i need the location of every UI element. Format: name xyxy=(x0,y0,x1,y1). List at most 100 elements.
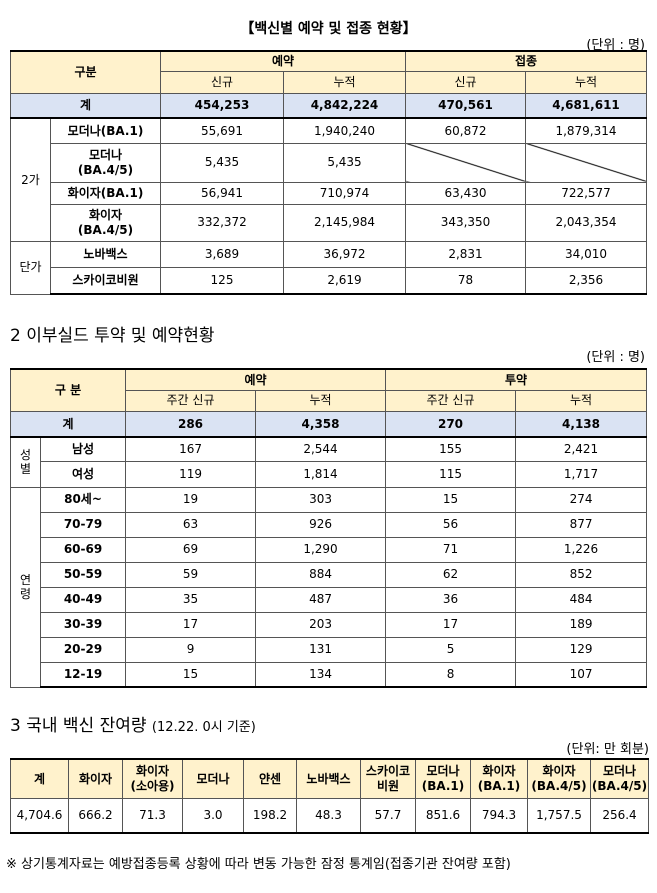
value-cell: 1,814 xyxy=(255,460,387,488)
data-row: 50-59 59 884 62 852 xyxy=(11,561,648,588)
total-cell: 454,253 xyxy=(160,92,284,119)
header-cell: 계 xyxy=(10,758,69,799)
value-cell: 256.4 xyxy=(590,797,649,834)
header-cell: 노바백스 xyxy=(296,758,361,799)
value-cell: 5,435 xyxy=(160,142,284,183)
header-cell: 예약 xyxy=(160,50,406,72)
table: 구분 예약 접종 신규 누적 신규 누적 계 454,253 4,842,224 470,561 4,… xyxy=(10,50,647,295)
section-title: 2 이부실드 투약 및 예약현황 xyxy=(10,326,215,346)
data-row: 20-29 9 131 5 129 xyxy=(11,636,648,663)
value-cell: 1,879,314 xyxy=(525,117,647,144)
header-cell: 얀센 xyxy=(243,758,297,799)
table: 계 화이자 화이자 (소아용) 모더나 얀센 노바백스 스카이코 비원 모더나 (BA.1) 화… xyxy=(10,758,649,834)
data-row: 단가 노바백스 3,689 36,972 2,831 34,010 xyxy=(10,240,647,295)
empty-cell xyxy=(405,142,526,183)
value-cell: 71 xyxy=(385,536,517,563)
row-label: 모더나 (BA.4/5) xyxy=(50,142,161,183)
unit: (단위 : 명) xyxy=(586,350,645,365)
data-row: 30-39 17 203 17 189 xyxy=(11,611,648,638)
value-cell: 15 xyxy=(125,661,257,688)
value-cell: 78 xyxy=(405,266,526,295)
data-row: 화이자 (BA.4/5) 332,372 2,145,984 343,350 2,043… xyxy=(11,203,647,242)
value-cell: 36 xyxy=(385,586,517,613)
section-title: 【백신별 예약 및 접종 현황】 xyxy=(240,21,417,37)
title-text: 3 국내 백신 잔여량 xyxy=(10,716,147,736)
data-row: 40-49 35 487 36 484 xyxy=(11,586,648,613)
row-label: 화이자(BA.1) xyxy=(50,181,161,205)
subtitle: (12.22. 0시 기준) xyxy=(151,720,256,735)
value-cell: 884 xyxy=(255,561,387,588)
row-label: 30-39 xyxy=(39,611,127,638)
total-cell: 470,561 xyxy=(405,92,526,119)
data-row: 스카이코비원 125 2,619 78 2,356 xyxy=(11,266,647,295)
value-cell: 2,145,984 xyxy=(283,203,406,242)
value-cell: 56,941 xyxy=(160,181,284,205)
value-cell: 2,356 xyxy=(525,266,647,295)
value-cell: 189 xyxy=(515,611,648,638)
value-cell: 36,972 xyxy=(283,240,406,268)
row-label: 80세~ xyxy=(39,486,127,513)
value-cell: 203 xyxy=(255,611,387,638)
value-cell: 125 xyxy=(160,266,284,295)
row-label: 60-69 xyxy=(39,536,127,563)
header-cell: 신규 xyxy=(405,70,526,94)
header-cell: 누적 xyxy=(515,389,648,412)
header-row: 주간 신규 누적 주간 신규 누적 xyxy=(11,389,648,412)
total-cell: 4,842,224 xyxy=(283,92,406,119)
group-label: 연 령 xyxy=(10,486,41,688)
total-row: 계 454,253 4,842,224 470,561 4,681,611 xyxy=(10,92,647,119)
value-cell: 1,940,240 xyxy=(283,117,406,144)
header-cell: 주간 신규 xyxy=(385,389,517,412)
value-cell: 62 xyxy=(385,561,517,588)
row-label: 20-29 xyxy=(39,636,127,663)
value-cell: 59 xyxy=(125,561,257,588)
value-cell: 1,717 xyxy=(515,460,648,488)
header-cell: 화이자 xyxy=(68,758,123,799)
value-cell: 107 xyxy=(515,661,648,688)
header-cell: 모더나 xyxy=(182,758,244,799)
value-cell: 56 xyxy=(385,511,517,538)
data-row: 60-69 69 1,290 71 1,226 xyxy=(11,536,648,563)
row-label: 모더나(BA.1) xyxy=(50,117,161,144)
value-cell: 134 xyxy=(255,661,387,688)
value-cell: 69 xyxy=(125,536,257,563)
header-row: 구분 예약 접종 xyxy=(10,50,647,94)
empty-cell xyxy=(525,142,647,183)
value-cell: 1,290 xyxy=(255,536,387,563)
header-cell: 화이자 (BA.1) xyxy=(470,758,528,799)
value-cell: 484 xyxy=(515,586,648,613)
value-cell: 303 xyxy=(255,486,387,513)
value-cell: 2,831 xyxy=(405,240,526,268)
row-label: 화이자 (BA.4/5) xyxy=(50,203,161,242)
value-cell: 1,226 xyxy=(515,536,648,563)
value-cell: 17 xyxy=(385,611,517,638)
unit: (단위 : 명) xyxy=(586,38,645,53)
data-row: 여성 119 1,814 115 1,717 xyxy=(11,460,648,488)
value-cell: 332,372 xyxy=(160,203,284,242)
value-cell: 274 xyxy=(515,486,648,513)
value-cell: 722,577 xyxy=(525,181,647,205)
value-cell: 2,619 xyxy=(283,266,406,295)
header-cell: 주간 신규 xyxy=(125,389,257,412)
value-cell: 5 xyxy=(385,636,517,663)
header-row: 신규 누적 신규 누적 xyxy=(11,70,647,94)
header-cell: 모더나 (BA.4/5) xyxy=(590,758,649,799)
header-cell: 접종 xyxy=(405,50,647,72)
value-cell: 3.0 xyxy=(182,797,244,834)
total-cell: 4,681,611 xyxy=(525,92,647,119)
total-row: 계 286 4,358 270 4,138 xyxy=(9,410,648,438)
value-cell: 710,974 xyxy=(283,181,406,205)
value-cell: 115 xyxy=(385,460,517,488)
header-cell: 화이자 (BA.4/5) xyxy=(527,758,591,799)
total-cell: 4,358 xyxy=(255,410,387,438)
value-cell: 851.6 xyxy=(415,797,471,834)
header-cell: 누적 xyxy=(283,70,406,94)
total-label: 계 xyxy=(10,92,161,119)
header-cell: 투약 xyxy=(385,368,648,391)
row-label: 50-59 xyxy=(39,561,127,588)
total-label: 계 xyxy=(9,410,127,438)
value-cell: 852 xyxy=(515,561,648,588)
value-cell: 1,757.5 xyxy=(527,797,591,834)
value-cell: 926 xyxy=(255,511,387,538)
